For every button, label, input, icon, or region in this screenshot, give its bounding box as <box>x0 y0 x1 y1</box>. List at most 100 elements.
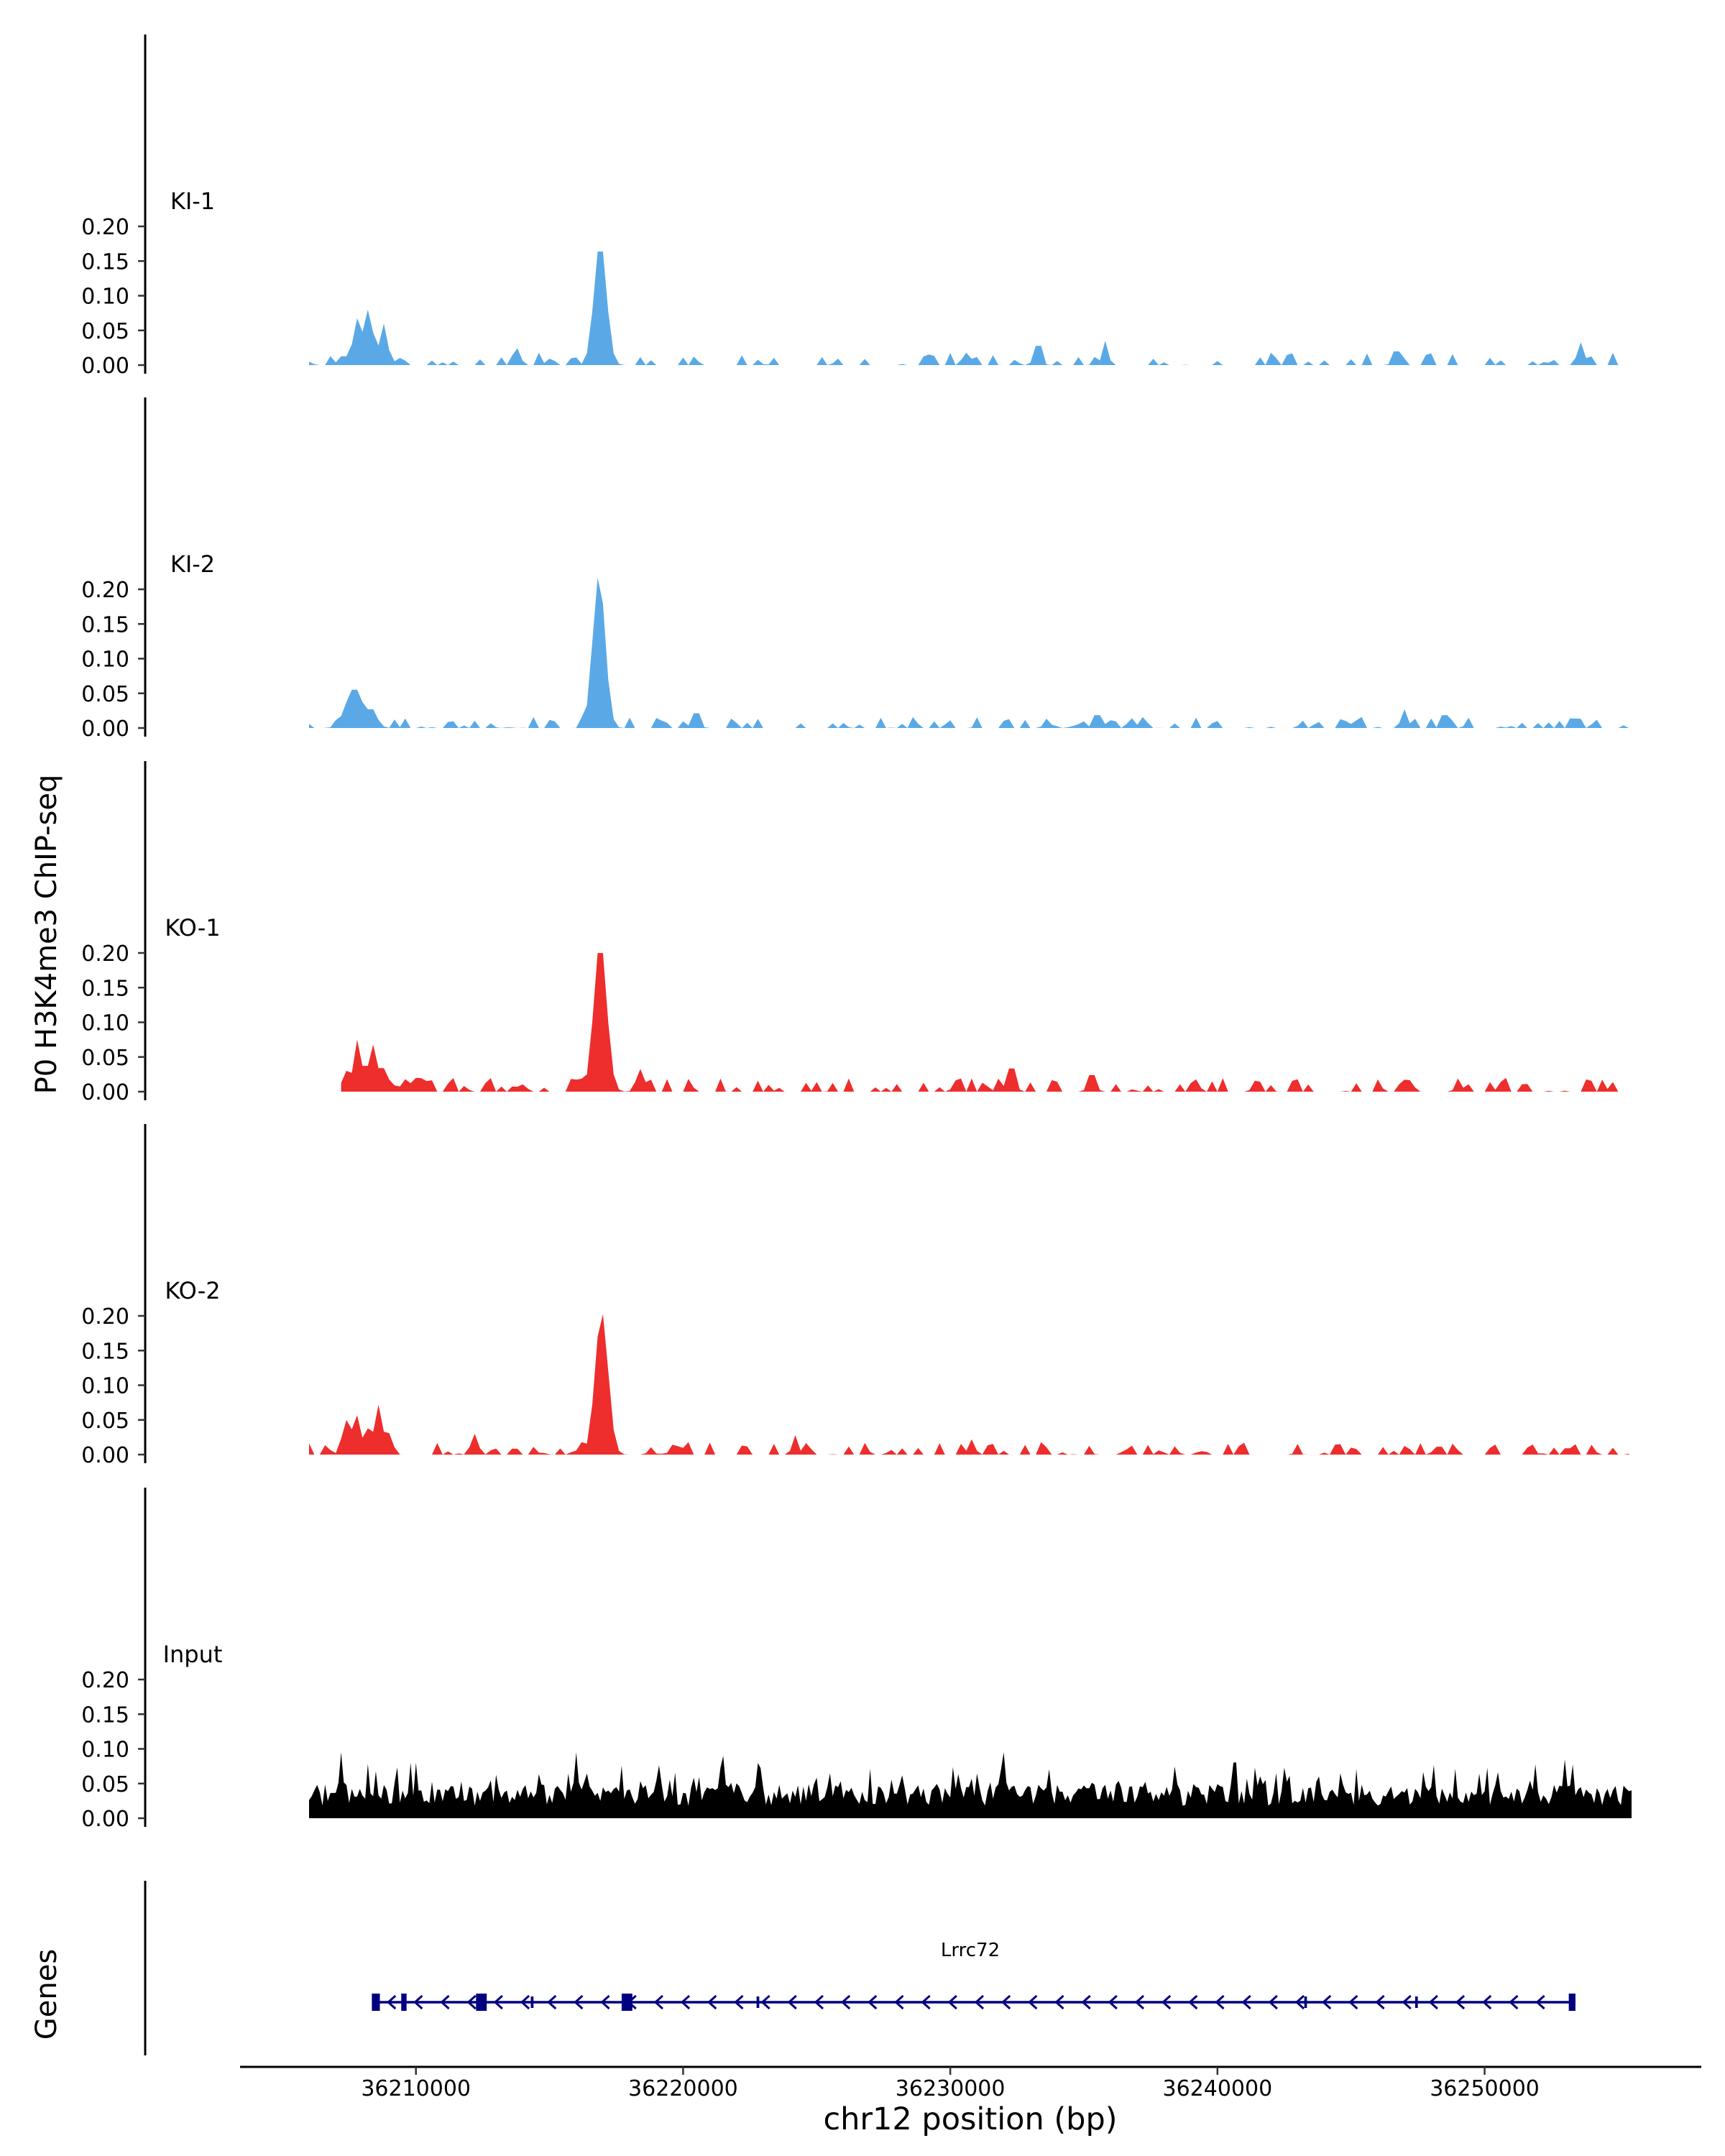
strand-arrow <box>680 1994 691 2010</box>
strand-arrow <box>1348 1994 1358 2010</box>
x-axis-title: chr12 position (bp) <box>823 2101 1117 2137</box>
strand-arrow <box>1028 1994 1038 2010</box>
x-tick-label: 36210000 <box>361 2076 471 2101</box>
y-tick-label: 0.05 <box>81 1409 129 1434</box>
y-tick-label: 0.05 <box>81 682 129 707</box>
y-tick-label: 0.15 <box>81 976 129 1001</box>
y-tick-label: 0.15 <box>81 1339 129 1364</box>
y-tick-label: 0.10 <box>81 1374 129 1399</box>
strand-arrow <box>707 1994 717 2010</box>
gene-name: Lrrc72 <box>941 1940 1000 1961</box>
strand-arrow <box>413 1994 423 2010</box>
y-tick-label: 0.00 <box>81 354 129 379</box>
exon <box>1304 1996 1307 2008</box>
strand-arrow <box>921 1994 931 2010</box>
y-tick-label: 0.20 <box>81 941 129 967</box>
y-tick-label: 0.00 <box>81 1443 129 1468</box>
y-tick-label: 0.20 <box>81 1668 129 1693</box>
gene-track-title: Genes <box>30 1949 63 2040</box>
y-tick-label: 0.15 <box>81 249 129 275</box>
x-tick-label: 36220000 <box>628 2076 738 2101</box>
y-tick-label: 0.00 <box>81 717 129 742</box>
exon <box>621 1994 632 2011</box>
signal-area <box>309 1752 1632 1818</box>
track-ko-2: 0.00 0.05 0.10 0.15 0.20 KO-2 <box>81 1124 1629 1468</box>
y-tick-label: 0.15 <box>81 1703 129 1728</box>
strand-arrow <box>574 1994 584 2010</box>
strand-arrow <box>974 1994 985 2010</box>
y-tick-label: 0.05 <box>81 319 129 344</box>
strand-arrow <box>868 1994 878 2010</box>
y-axis-title: P0 H3K4me3 ChIP-seq <box>30 775 63 1095</box>
strand-arrow <box>600 1994 610 2010</box>
signal-area <box>341 953 1629 1092</box>
y-tick-label: 0.20 <box>81 578 129 603</box>
strand-arrow <box>1294 1994 1305 2010</box>
exon <box>476 1994 487 2011</box>
y-tick-label: 0.10 <box>81 1738 129 1763</box>
x-tick-label: 36240000 <box>1162 2076 1272 2101</box>
y-tick-label: 0.20 <box>81 215 129 240</box>
track-label: Input <box>163 1641 223 1668</box>
y-tick-label: 0.10 <box>81 1011 129 1036</box>
exon <box>401 1994 407 2011</box>
strand-arrow <box>440 1994 450 2010</box>
strand-arrow <box>1428 1994 1438 2010</box>
strand-arrow <box>894 1994 904 2010</box>
track-label: KO-2 <box>165 1277 220 1304</box>
strand-arrow <box>386 1994 397 2010</box>
track-label: KI-1 <box>170 188 215 215</box>
track-label: KO-1 <box>165 914 220 941</box>
y-tick-label: 0.00 <box>81 1807 129 1832</box>
strand-arrow <box>840 1994 851 2010</box>
x-tick-label: 36230000 <box>896 2076 1006 2101</box>
y-tick-label: 0.20 <box>81 1304 129 1330</box>
y-tick-label: 0.10 <box>81 285 129 310</box>
strand-arrow <box>1188 1994 1198 2010</box>
strand-arrow <box>466 1994 477 2010</box>
y-tick-label: 0.10 <box>81 648 129 673</box>
strand-arrow <box>1161 1994 1172 2010</box>
strand-arrow <box>1108 1994 1118 2010</box>
strand-arrow <box>814 1994 824 2010</box>
strand-arrow <box>1000 1994 1011 2010</box>
track-label: KI-2 <box>170 550 215 578</box>
exon <box>756 1996 760 2008</box>
strand-arrow <box>760 1994 770 2010</box>
track-ko-1: 0.00 0.05 0.10 0.15 0.20 KO-1 <box>81 761 1629 1105</box>
x-axis: 36210000 36220000 36230000 36240000 36250000 <box>240 2065 1701 2101</box>
strand-arrow <box>653 1994 663 2010</box>
strand-arrow <box>947 1994 957 2010</box>
strand-arrow <box>1535 1994 1545 2010</box>
strand-arrow <box>1054 1994 1064 2010</box>
strand-arrow <box>1081 1994 1091 2010</box>
strand-arrow <box>1268 1994 1278 2010</box>
strand-arrow <box>1509 1994 1519 2010</box>
exon <box>1568 1994 1576 2011</box>
strand-arrow <box>547 1994 557 2010</box>
strand-arrow <box>734 1994 744 2010</box>
strand-arrow <box>520 1994 530 2010</box>
strand-arrow <box>1455 1994 1466 2010</box>
y-tick-label: 0.15 <box>81 612 129 637</box>
track-input: 0.00 0.05 0.10 0.15 0.20 Input <box>81 1488 1632 1832</box>
strand-arrow <box>787 1994 797 2010</box>
gene-track: Lrrc72 <box>144 1881 1576 2055</box>
strand-arrow <box>1322 1994 1332 2010</box>
y-tick-label: 0.05 <box>81 1046 129 1071</box>
strand-arrow <box>1402 1994 1412 2010</box>
strand-arrow <box>493 1994 503 2010</box>
strand-arrow <box>1375 1994 1385 2010</box>
strand-arrow <box>1241 1994 1251 2010</box>
strand-arrow <box>1215 1994 1225 2010</box>
track-ki-2: 0.00 0.05 0.10 0.15 0.20 KI-2 <box>81 397 1629 742</box>
exon <box>372 1994 380 2011</box>
track-ki-1: 0.00 0.05 0.10 0.15 0.20 KI-1 <box>81 34 1629 379</box>
strand-arrow <box>1134 1994 1145 2010</box>
y-tick-label: 0.00 <box>81 1080 129 1105</box>
strand-arrow <box>1482 1994 1492 2010</box>
x-tick-label: 36250000 <box>1430 2076 1540 2101</box>
y-tick-label: 0.05 <box>81 1772 129 1797</box>
